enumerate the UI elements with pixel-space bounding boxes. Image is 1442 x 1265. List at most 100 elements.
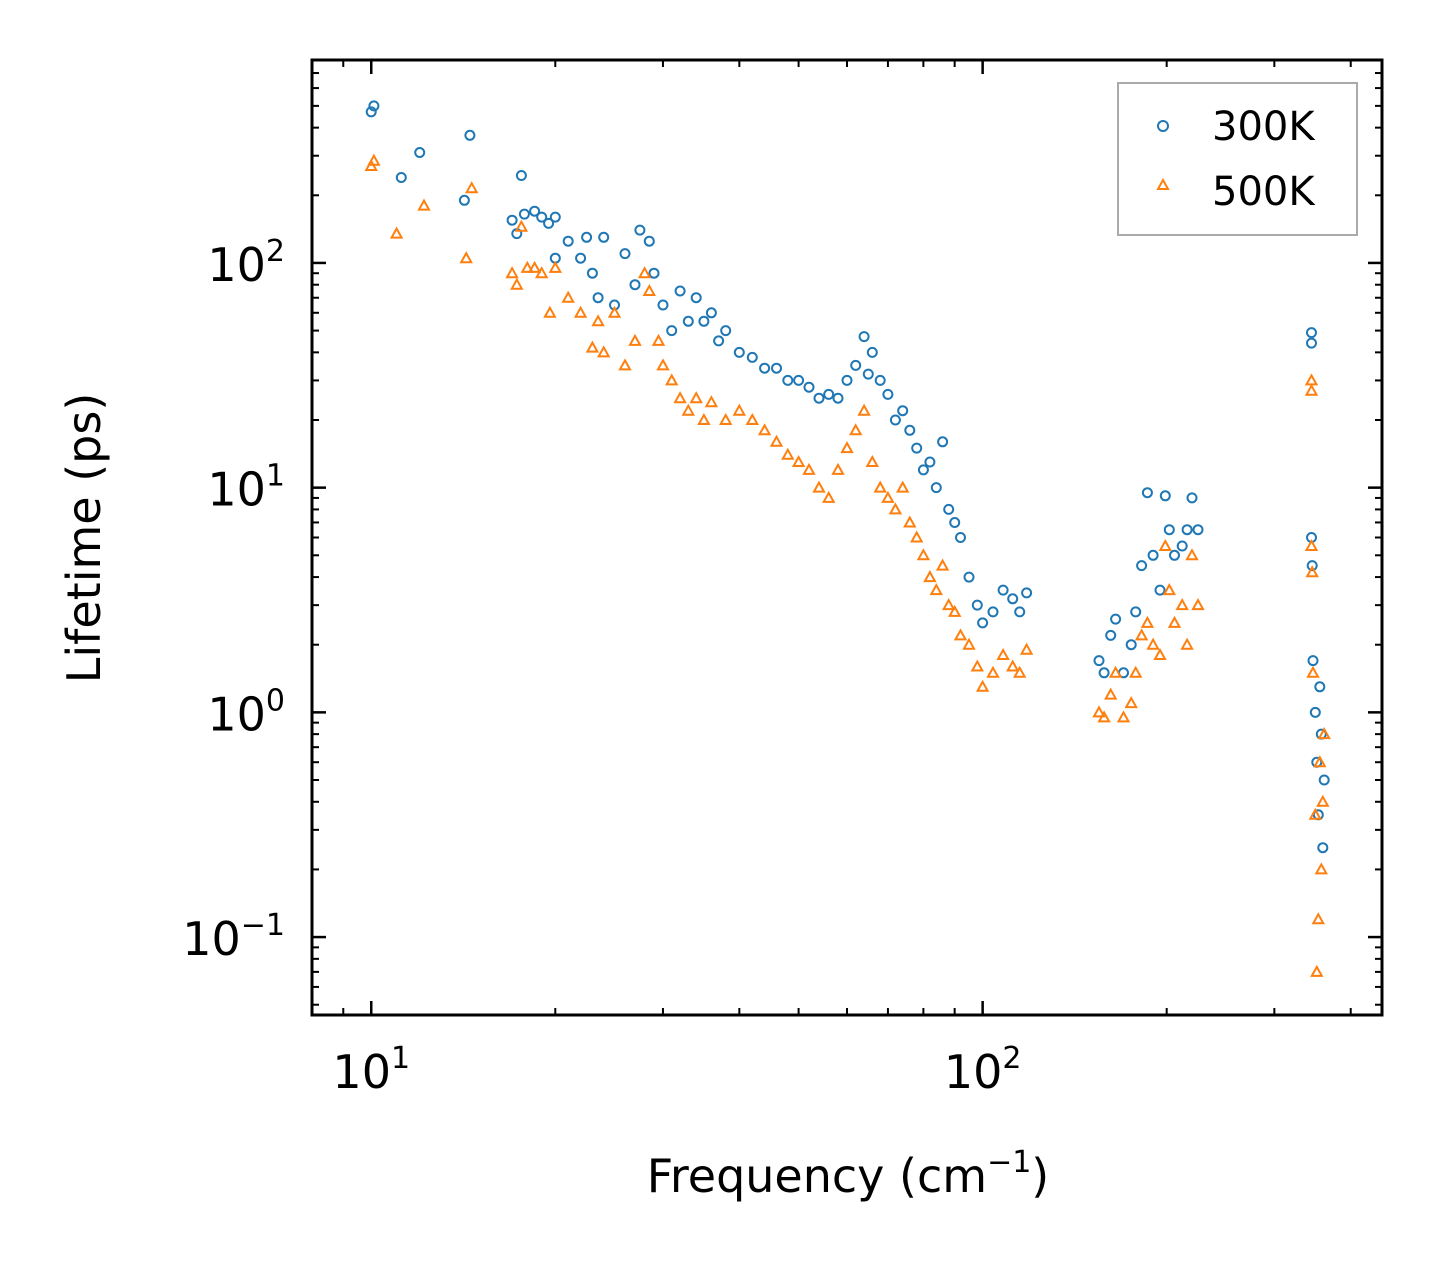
point-300k-1 — [368, 100, 380, 112]
x-axis-title-suffix: ) — [1031, 1149, 1049, 1203]
legend-marker-300k — [1157, 120, 1169, 132]
point-500k-75 — [1134, 628, 1149, 641]
point-500k-93 — [1311, 912, 1325, 925]
point-500k-62 — [975, 679, 990, 692]
point-500k-95 — [1314, 862, 1328, 875]
point-300k-60 — [937, 436, 949, 448]
point-500k-23 — [642, 283, 656, 296]
y-axis-title: Lifetime (ps) — [57, 393, 111, 684]
y-tick-label-base: 10 — [207, 238, 266, 292]
point-500k-92 — [1310, 964, 1324, 977]
point-500k-79 — [1158, 538, 1172, 551]
point-300k-77 — [1125, 639, 1137, 651]
point-500k-25 — [656, 358, 670, 371]
point-500k-30 — [697, 412, 711, 425]
point-300k-95 — [1309, 706, 1321, 718]
y-tick-label-base: 10 — [182, 912, 241, 966]
point-500k-21 — [628, 333, 642, 346]
point-500k-47 — [873, 480, 887, 493]
x-tick-label-1: 102 — [944, 1041, 1022, 1099]
point-500k-18 — [597, 345, 611, 358]
point-500k-34 — [745, 412, 759, 425]
point-300k-58 — [924, 456, 936, 468]
point-300k-11 — [536, 211, 548, 223]
point-300k-16 — [575, 252, 587, 264]
point-300k-20 — [598, 231, 610, 243]
point-500k-68 — [1092, 705, 1106, 718]
point-300k-49 — [862, 368, 874, 380]
point-300k-54 — [897, 405, 909, 417]
series-300k — [365, 100, 1330, 854]
point-500k-67 — [1019, 642, 1034, 655]
point-500k-85 — [1191, 598, 1205, 611]
point-500k-29 — [689, 391, 703, 404]
point-300k-67 — [987, 606, 999, 618]
y-tick-label-exponent: 0 — [266, 683, 285, 718]
point-300k-19 — [592, 292, 604, 304]
point-300k-42 — [803, 381, 815, 393]
legend-label-500k: 500K — [1212, 169, 1316, 215]
point-300k-98 — [1314, 681, 1326, 693]
point-500k-97 — [1317, 727, 1331, 740]
point-500k-91 — [1308, 807, 1322, 820]
point-500k-57 — [942, 598, 956, 611]
point-500k-37 — [781, 447, 795, 460]
point-300k-32 — [698, 315, 710, 327]
point-500k-69 — [1097, 710, 1111, 723]
point-500k-3 — [417, 198, 431, 211]
point-500k-22 — [637, 266, 652, 279]
point-300k-50 — [866, 346, 878, 358]
point-300k-82 — [1154, 584, 1166, 596]
point-500k-36 — [769, 434, 784, 447]
point-300k-89 — [1192, 524, 1204, 536]
point-500k-12 — [543, 305, 557, 318]
point-300k-15 — [562, 235, 574, 247]
point-300k-88 — [1186, 492, 1198, 504]
point-500k-58 — [948, 604, 962, 617]
point-500k-35 — [757, 423, 772, 436]
point-300k-13 — [549, 211, 561, 223]
point-300k-10 — [529, 205, 541, 217]
point-500k-70 — [1104, 687, 1118, 700]
x-axis-title: Frequency (cm−1) — [647, 1145, 1050, 1203]
point-500k-46 — [865, 454, 879, 467]
point-300k-80 — [1141, 487, 1153, 499]
point-500k-73 — [1124, 696, 1138, 709]
y-tick-label-0: 10−1 — [182, 908, 285, 966]
y-tick-label-base: 10 — [207, 687, 266, 741]
point-300k-41 — [793, 374, 805, 386]
point-500k-81 — [1167, 615, 1182, 628]
point-300k-78 — [1130, 606, 1142, 618]
point-300k-75 — [1110, 613, 1122, 625]
point-300k-87 — [1181, 524, 1193, 536]
point-300k-69 — [1007, 593, 1019, 605]
point-500k-48 — [881, 490, 895, 503]
legend-box — [1117, 82, 1358, 236]
point-300k-71 — [1021, 587, 1033, 599]
point-300k-2 — [395, 172, 407, 183]
x-tick-label-exponent: 2 — [1002, 1041, 1021, 1076]
point-500k-5 — [465, 181, 479, 194]
point-500k-64 — [996, 647, 1010, 660]
point-500k-33 — [732, 403, 746, 416]
point-300k-5 — [464, 129, 476, 141]
point-300k-85 — [1169, 549, 1180, 561]
point-500k-89 — [1305, 565, 1319, 578]
point-300k-64 — [963, 571, 975, 583]
point-300k-65 — [971, 599, 983, 611]
point-500k-78 — [1153, 647, 1167, 660]
point-300k-45 — [832, 392, 844, 404]
point-300k-90 — [1306, 327, 1317, 339]
point-500k-80 — [1162, 583, 1176, 596]
point-300k-55 — [904, 424, 916, 436]
point-500k-51 — [903, 515, 917, 528]
point-300k-91 — [1306, 337, 1317, 349]
point-500k-7 — [510, 277, 524, 290]
point-500k-27 — [673, 391, 687, 404]
point-300k-94 — [1307, 655, 1319, 667]
point-500k-50 — [896, 480, 910, 493]
point-500k-84 — [1185, 548, 1199, 561]
point-500k-28 — [681, 403, 695, 416]
